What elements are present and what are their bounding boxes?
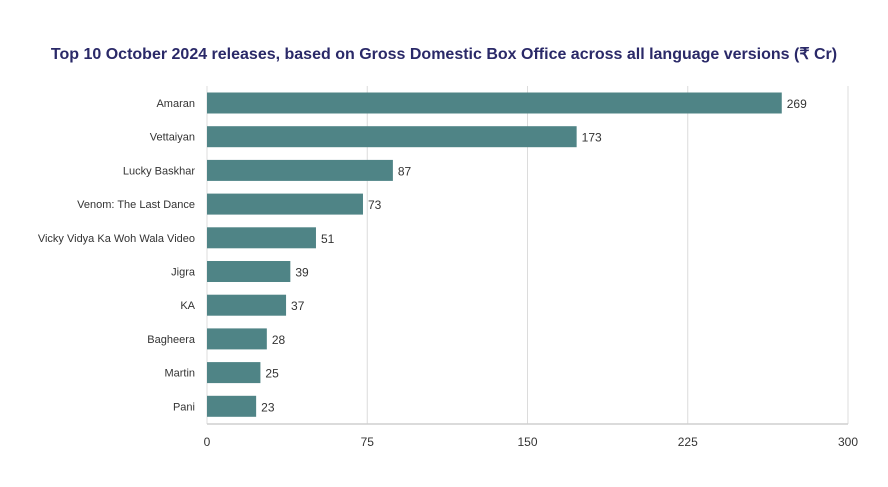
value-label: 173: [582, 131, 602, 145]
bar: [207, 328, 267, 350]
category-label: Bagheera: [147, 334, 196, 346]
value-label: 269: [787, 97, 807, 111]
category-label: Lucky Baskhar: [123, 165, 195, 177]
category-label: Vicky Vidya Ka Woh Wala Video: [38, 233, 195, 245]
value-label: 28: [272, 333, 286, 347]
category-label: KA: [180, 300, 195, 312]
bar: [207, 362, 261, 384]
bar: [207, 159, 393, 181]
category-label: Pani: [173, 401, 195, 413]
chart-title: Top 10 October 2024 releases, based on G…: [50, 46, 838, 63]
category-label: Amaran: [156, 98, 195, 110]
bar: [207, 92, 782, 114]
value-label: 37: [291, 299, 305, 313]
bar: [207, 261, 291, 282]
category-label: Jigra: [171, 267, 196, 279]
x-tick-label: 150: [517, 435, 537, 449]
value-label: 23: [261, 400, 275, 414]
x-tick-label: 225: [678, 435, 698, 449]
value-label: 87: [398, 164, 412, 178]
category-label: Vettaiyan: [150, 132, 195, 144]
bar: [207, 395, 257, 417]
category-label: Martin: [164, 368, 195, 380]
bar: [207, 126, 577, 148]
value-label: 25: [265, 367, 279, 381]
bar: [207, 193, 363, 215]
x-tick-label: 300: [838, 435, 858, 449]
value-label: 51: [321, 232, 335, 246]
category-label: Venom: The Last Dance: [77, 199, 195, 211]
value-label: 39: [295, 266, 309, 280]
value-label: 73: [368, 198, 382, 212]
x-tick-label: 75: [361, 435, 375, 449]
bar: [207, 294, 287, 316]
bar: [207, 227, 316, 249]
x-tick-label: 0: [204, 435, 211, 449]
